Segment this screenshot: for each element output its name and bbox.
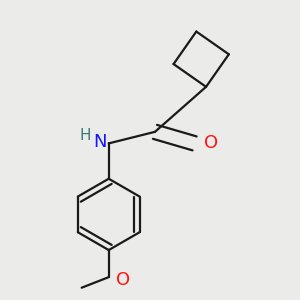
Text: N: N <box>94 133 107 151</box>
Text: H: H <box>79 128 91 142</box>
Text: O: O <box>204 134 218 152</box>
Text: O: O <box>116 271 130 289</box>
